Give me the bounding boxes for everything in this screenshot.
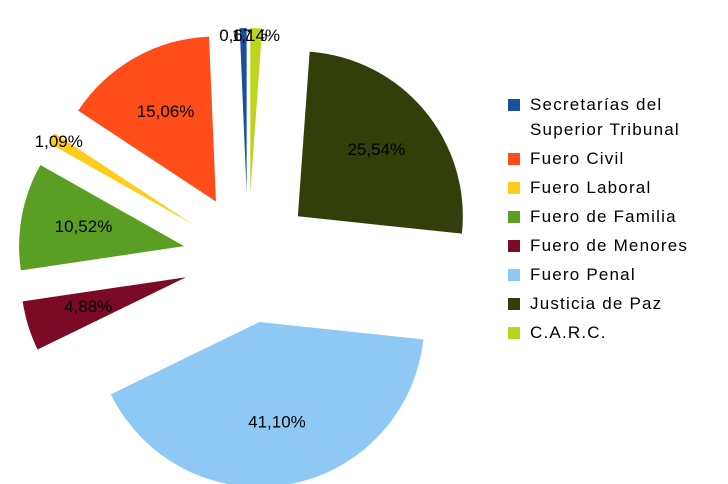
legend-label: Secretarías del Superior Tribunal [530, 95, 680, 139]
legend-swatch [508, 327, 520, 339]
legend-item: Fuero Penal [508, 262, 708, 287]
legend-label: Fuero de Menores [530, 236, 689, 255]
legend-swatch [508, 211, 520, 223]
pie-slice [297, 51, 463, 234]
pie-slice [78, 36, 216, 202]
legend-swatch [508, 182, 520, 194]
legend-item: Fuero de Menores [508, 233, 708, 258]
pie-slice [48, 133, 193, 225]
legend-item: Fuero de Familia [508, 204, 708, 229]
data-label: 25,54% [347, 140, 405, 159]
legend-label: Justicia de Paz [530, 294, 663, 313]
legend-swatch [508, 298, 520, 310]
data-label: 15,06% [137, 102, 195, 121]
legend-item: Fuero Civil [508, 146, 708, 171]
legend-swatch [508, 240, 520, 252]
legend-label: Fuero Civil [530, 149, 625, 168]
legend-label: C.A.R.C. [530, 323, 607, 342]
legend-swatch [508, 269, 520, 281]
data-label: 10,52% [55, 217, 113, 236]
legend-item: Fuero Laboral [508, 175, 708, 200]
pie-slice [239, 28, 247, 194]
pie-slice [19, 165, 185, 271]
legend-swatch [508, 153, 520, 165]
data-label: 41,10% [248, 412, 306, 431]
data-label: 1,14% [232, 26, 280, 45]
legend-label: Fuero de Familia [530, 207, 677, 226]
pie-slice [110, 322, 424, 484]
legend-item: Justicia de Paz [508, 291, 708, 316]
legend-swatch [508, 99, 520, 111]
data-label: 4,88% [64, 297, 112, 316]
legend-item: Secretarías del Superior Tribunal [508, 92, 708, 142]
data-label: 1,09% [35, 132, 83, 151]
legend-item: C.A.R.C. [508, 320, 708, 345]
pie-slice [250, 28, 263, 194]
legend: Secretarías del Superior Tribunal Fuero C… [508, 92, 708, 349]
pie-slice [22, 277, 186, 350]
legend-label: Fuero Laboral [530, 178, 652, 197]
legend-label: Fuero Penal [530, 265, 636, 284]
